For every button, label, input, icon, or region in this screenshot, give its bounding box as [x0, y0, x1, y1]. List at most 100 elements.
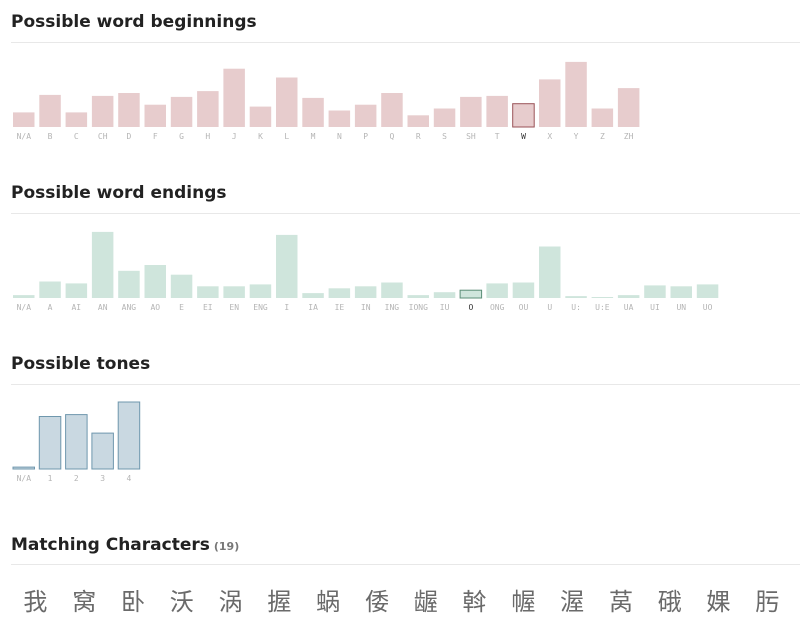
endings-tick-label: IU: [440, 303, 450, 312]
character-item[interactable]: 握: [267, 588, 292, 616]
tones-bar-n-a[interactable]: [12, 466, 35, 470]
characters-divider: [11, 564, 800, 565]
endings-bar-uo[interactable]: [696, 284, 719, 298]
endings-bar-ui[interactable]: [644, 285, 666, 298]
beginnings-tick-label: M: [311, 132, 316, 141]
endings-tick-label: UI: [650, 303, 660, 312]
beginnings-tick-label: J: [232, 132, 237, 141]
beginnings-bar-n-a[interactable]: [13, 112, 35, 127]
tones-bar-1[interactable]: [38, 416, 62, 470]
beginnings-bar-r[interactable]: [407, 115, 430, 127]
endings-bar-en[interactable]: [223, 286, 245, 298]
beginnings-bar-n[interactable]: [328, 110, 351, 128]
endings-bar-ing[interactable]: [381, 282, 403, 299]
endings-bar-o[interactable]: [459, 289, 483, 299]
character-item[interactable]: 卧: [120, 588, 145, 616]
character-item[interactable]: 硪: [657, 588, 682, 616]
beginnings-tick-label: CH: [98, 132, 108, 141]
character-item[interactable]: 窝: [72, 588, 97, 616]
beginnings-bar-k[interactable]: [249, 106, 272, 127]
tones-bar-3[interactable]: [91, 432, 114, 470]
beginnings-bar-ch[interactable]: [91, 95, 114, 127]
endings-tick-label: IA: [308, 303, 318, 312]
endings-tick-label: U: [547, 303, 552, 312]
endings-bar-ao[interactable]: [144, 265, 167, 298]
beginnings-bar-sh[interactable]: [460, 96, 482, 127]
endings-bar-ua[interactable]: [617, 295, 640, 298]
beginnings-bar-zh[interactable]: [617, 88, 640, 127]
endings-bar-eng[interactable]: [249, 284, 272, 298]
character-item[interactable]: 渥: [560, 588, 585, 616]
characters-title-text: Matching Characters: [11, 535, 210, 555]
endings-bar-un[interactable]: [670, 286, 693, 298]
endings-tick-label: AN: [98, 303, 108, 312]
endings-bar-e[interactable]: [170, 274, 193, 298]
character-item[interactable]: 蜗: [316, 588, 341, 616]
tones-tick-label: 1: [48, 474, 53, 483]
beginnings-bar-d[interactable]: [118, 93, 140, 127]
beginnings-bar-t[interactable]: [486, 95, 508, 127]
beginnings-tick-label: D: [126, 132, 131, 141]
beginnings-bar-h[interactable]: [197, 91, 219, 127]
endings-bar-ong[interactable]: [486, 283, 508, 298]
character-item[interactable]: 龌: [413, 588, 438, 616]
character-item[interactable]: 婐: [706, 588, 731, 616]
beginnings-tick-label: Q: [389, 132, 394, 141]
beginnings-bar-y[interactable]: [565, 61, 587, 127]
beginnings-bar-x[interactable]: [539, 79, 561, 127]
character-item[interactable]: 莴: [608, 588, 633, 616]
beginnings-bar-g[interactable]: [170, 96, 193, 127]
character-item[interactable]: 幄: [511, 588, 536, 616]
character-item[interactable]: 倭: [364, 588, 389, 616]
beginnings-bar-m[interactable]: [302, 97, 324, 127]
endings-tick-label: ING: [385, 303, 400, 312]
beginnings-bar-q[interactable]: [381, 93, 403, 127]
tones-bar-4[interactable]: [117, 401, 141, 470]
beginnings-bar-f[interactable]: [144, 104, 167, 127]
endings-bar-u-e[interactable]: [591, 297, 614, 298]
endings-bar-ai[interactable]: [65, 283, 88, 298]
beginnings-tick-label: SH: [466, 132, 476, 141]
beginnings-tick-label: ZH: [624, 132, 634, 141]
endings-bar-ia[interactable]: [302, 293, 324, 298]
character-item[interactable]: 肟: [755, 588, 780, 616]
beginnings-tick-label: G: [179, 132, 184, 141]
endings-bar-in[interactable]: [354, 286, 377, 298]
endings-tick-label: AO: [150, 303, 160, 312]
beginnings-tick-label: F: [153, 132, 158, 141]
beginnings-bar-b[interactable]: [39, 94, 61, 127]
character-item[interactable]: 斡: [462, 588, 487, 616]
beginnings-tick-label: S: [442, 132, 447, 141]
beginnings-bar-z[interactable]: [591, 108, 614, 128]
beginnings-bar-w[interactable]: [512, 103, 535, 128]
endings-bar-iong[interactable]: [407, 295, 430, 298]
endings-bar-ei[interactable]: [197, 286, 219, 298]
beginnings-bar-c[interactable]: [65, 112, 88, 127]
endings-bar-ang[interactable]: [118, 270, 140, 298]
beginnings-tick-label: X: [547, 132, 552, 141]
endings-tick-label: IE: [335, 303, 345, 312]
endings-bar-an[interactable]: [91, 231, 114, 298]
character-item[interactable]: 沃: [169, 588, 194, 616]
tones-bar-2[interactable]: [65, 414, 88, 470]
tones-title: Possible tones: [11, 354, 151, 374]
character-item[interactable]: 涡: [218, 588, 243, 616]
character-item[interactable]: 我: [23, 588, 48, 616]
endings-tick-label: ANG: [122, 303, 137, 312]
endings-bar-iu[interactable]: [433, 292, 456, 298]
endings-bar-ie[interactable]: [328, 288, 351, 298]
endings-tick-label: UO: [703, 303, 713, 312]
beginnings-tick-label: Y: [574, 132, 579, 141]
endings-bar-i[interactable]: [276, 234, 298, 298]
endings-bar-a[interactable]: [39, 281, 61, 299]
endings-bar-n-a[interactable]: [13, 295, 35, 298]
endings-tick-label: I: [284, 303, 289, 312]
beginnings-bar-l[interactable]: [276, 77, 298, 128]
endings-tick-label: OU: [519, 303, 529, 312]
endings-bar-u[interactable]: [539, 246, 561, 299]
beginnings-bar-s[interactable]: [433, 108, 456, 128]
beginnings-bar-p[interactable]: [354, 104, 377, 127]
endings-bar-u-[interactable]: [565, 296, 587, 298]
beginnings-bar-j[interactable]: [223, 68, 245, 127]
endings-bar-ou[interactable]: [512, 282, 535, 299]
